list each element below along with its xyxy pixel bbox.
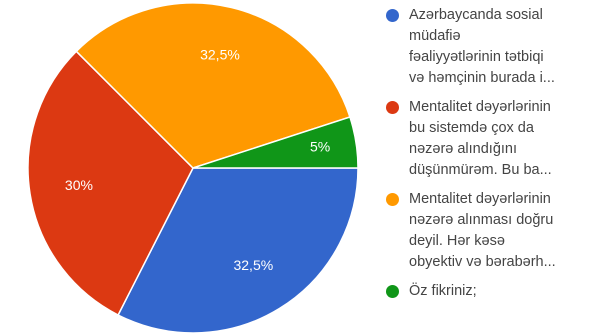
legend-item[interactable]: Mentalitet dəyərlərinin bu sistemdə çox … [386, 97, 593, 181]
legend: Azərbaycanda sosial müdafiə fəaliyyətlər… [386, 0, 593, 310]
slice-value-label: 32,5% [200, 46, 240, 62]
pie-slice[interactable] [117, 167, 359, 334]
slice-value-label: 30% [65, 177, 93, 193]
pie-slice[interactable] [75, 2, 351, 169]
legend-marker [386, 193, 399, 206]
legend-marker [386, 285, 399, 298]
legend-marker [386, 101, 399, 114]
pie-slice[interactable] [192, 116, 359, 169]
legend-label: Mentalitet dəyərlərinin bu sistemdə çox … [409, 99, 552, 178]
pie-slice[interactable] [27, 50, 194, 317]
slice-value-label: 32,5% [233, 257, 273, 273]
legend-label: Mentalitet dəyərlərinin nəzərə alınması … [409, 191, 556, 270]
pie-chart: 32,5% 30% 32,5% 5% [27, 2, 359, 334]
legend-item[interactable]: Öz fikriniz; [386, 281, 593, 302]
legend-marker [386, 9, 399, 22]
legend-item[interactable]: Mentalitet dəyərlərinin nəzərə alınması … [386, 189, 593, 273]
legend-label: Azərbaycanda sosial müdafiə fəaliyyətlər… [409, 7, 555, 86]
legend-item[interactable]: Azərbaycanda sosial müdafiə fəaliyyətlər… [386, 0, 593, 89]
legend-label: Öz fikriniz; [409, 283, 477, 299]
slice-value-label: 5% [310, 139, 330, 155]
